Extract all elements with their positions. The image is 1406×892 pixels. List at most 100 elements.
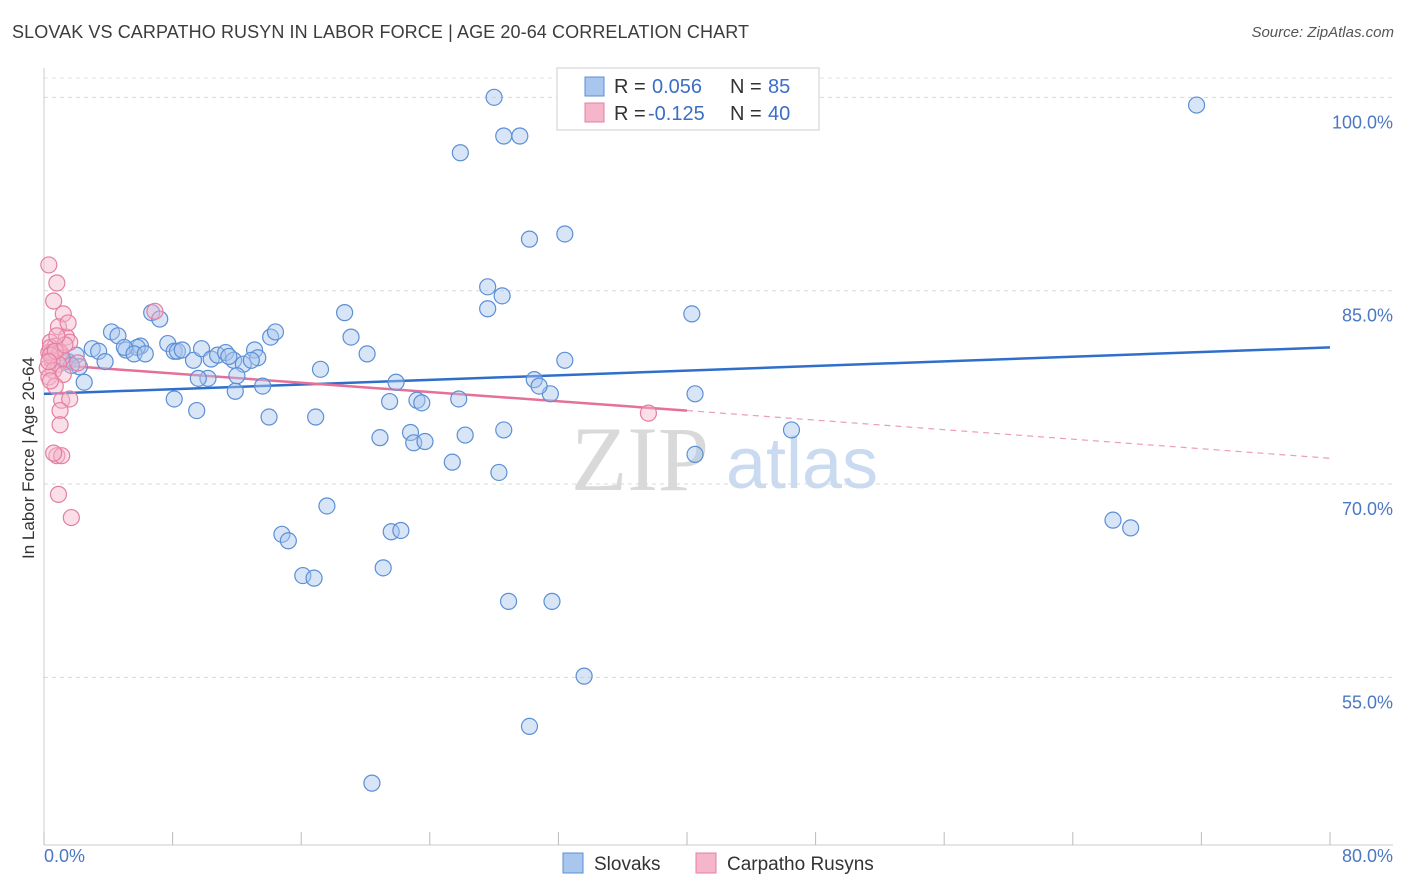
point-slovaks: [493, 287, 511, 305]
point-slovaks: [294, 566, 312, 585]
point-slovaks: [511, 127, 529, 145]
point-slovaks: [490, 463, 508, 482]
point-slovaks: [530, 377, 548, 395]
y-axis-label: In Labor Force | Age 20-64: [19, 357, 38, 559]
legend-swatch-slovaks: [584, 76, 605, 97]
point-slovaks: [90, 342, 108, 360]
point-slovaks: [479, 300, 497, 318]
point-slovaks: [228, 367, 246, 385]
point-slovaks: [683, 305, 701, 323]
point-slovaks: [451, 144, 469, 162]
point-carpatho-rusyns: [54, 305, 72, 323]
point-slovaks: [479, 278, 497, 296]
point-slovaks: [556, 225, 574, 243]
y-tick-label: 70.0%: [1342, 499, 1393, 519]
point-carpatho-rusyns: [40, 352, 58, 371]
bottom-legend-swatch-slovaks: [562, 852, 584, 874]
legend-swatch-carpatho-rusyns: [584, 102, 605, 123]
point-carpatho-rusyns: [61, 390, 79, 408]
point-slovaks: [686, 445, 704, 464]
point-slovaks: [220, 347, 238, 366]
point-slovaks: [520, 717, 539, 736]
trend-lines: [43, 346, 1331, 459]
point-slovaks: [188, 401, 206, 420]
bottom-legend-swatch-carpatho-rusyns: [695, 852, 717, 874]
point-slovaks: [242, 351, 260, 369]
point-slovaks: [358, 345, 376, 363]
point-carpatho-rusyns: [45, 292, 63, 310]
point-carpatho-rusyns: [46, 377, 64, 395]
point-slovaks: [226, 382, 244, 400]
watermark-zip: ZIP: [571, 408, 709, 510]
point-carpatho-rusyns: [45, 444, 63, 462]
trend-line-carpatho-rusyns: [43, 362, 688, 412]
point-slovaks: [173, 341, 191, 359]
chart-title: SLOVAK VS CARPATHO RUSYN IN LABOR FORCE …: [12, 22, 750, 42]
point-slovaks: [279, 532, 297, 550]
legend-r-value-1: 0.056: [652, 76, 702, 98]
point-carpatho-rusyns: [41, 372, 60, 390]
trend-line-slovaks: [43, 346, 1331, 396]
trend-extension-carpatho-rusyns: [686, 409, 1331, 459]
point-slovaks: [686, 385, 704, 403]
correlation-legend: R = 0.056 N = 85 R = -0.125 N = 40: [556, 67, 820, 131]
point-carpatho-rusyns: [639, 404, 658, 422]
point-slovaks: [311, 360, 330, 378]
series-legend: Slovaks Carpatho Rusyns: [562, 852, 874, 875]
legend-n-label-1: N =: [730, 76, 762, 98]
y-tick-label: 55.0%: [1342, 692, 1393, 712]
point-slovaks: [443, 453, 461, 471]
point-slovaks: [782, 421, 801, 439]
point-slovaks: [485, 88, 503, 106]
point-slovaks: [520, 230, 539, 248]
point-slovaks: [1187, 96, 1206, 114]
point-slovaks: [115, 338, 133, 357]
point-slovaks: [75, 373, 93, 391]
point-slovaks: [262, 328, 280, 346]
point-slovaks: [307, 408, 325, 426]
point-slovaks: [374, 559, 392, 577]
point-carpatho-rusyns: [48, 447, 66, 465]
point-slovaks: [1122, 519, 1140, 537]
data-points: [38, 88, 1206, 792]
point-slovaks: [189, 369, 207, 387]
legend-r-label-1: R =: [614, 76, 646, 98]
point-slovaks: [456, 426, 474, 444]
source-credit: Source: ZipAtlas.com: [1251, 24, 1394, 41]
point-slovaks: [556, 351, 574, 369]
point-slovaks: [495, 421, 513, 439]
point-slovaks: [575, 667, 593, 685]
point-carpatho-rusyns: [51, 401, 69, 420]
point-slovaks: [416, 432, 434, 451]
point-slovaks: [165, 390, 183, 408]
point-slovaks: [305, 569, 323, 587]
bottom-legend-label-carpatho-rusyns: Carpatho Rusyns: [727, 854, 874, 875]
point-carpatho-rusyns: [49, 485, 68, 503]
y-tick-label: 100.0%: [1332, 112, 1393, 132]
point-slovaks: [1104, 511, 1122, 529]
legend-r-label-2: R =: [614, 103, 646, 125]
point-carpatho-rusyns: [48, 327, 66, 345]
point-slovaks: [401, 423, 420, 442]
point-slovaks: [96, 352, 114, 371]
x-tick-label-min: 0.0%: [44, 846, 85, 866]
point-slovaks: [260, 408, 278, 426]
point-carpatho-rusyns: [62, 508, 80, 527]
point-slovaks: [381, 392, 399, 411]
point-slovaks: [450, 390, 468, 408]
bottom-legend-label-slovaks: Slovaks: [594, 854, 661, 875]
legend-n-label-2: N =: [730, 103, 762, 125]
point-slovaks: [387, 373, 405, 391]
point-carpatho-rusyns: [146, 302, 164, 320]
y-tick-label: 85.0%: [1342, 306, 1393, 326]
point-slovaks: [392, 521, 410, 540]
legend-r-value-2: -0.125: [648, 103, 705, 125]
point-carpatho-rusyns: [59, 314, 77, 332]
point-slovaks: [363, 774, 381, 792]
y-tick-labels: 55.0% 70.0% 85.0% 100.0%: [1332, 112, 1393, 712]
point-slovaks: [413, 394, 431, 412]
point-slovaks: [543, 592, 561, 610]
watermark-atlas: atlas: [726, 424, 878, 504]
legend-n-value-1: 85: [768, 76, 790, 98]
point-slovaks: [408, 391, 426, 409]
